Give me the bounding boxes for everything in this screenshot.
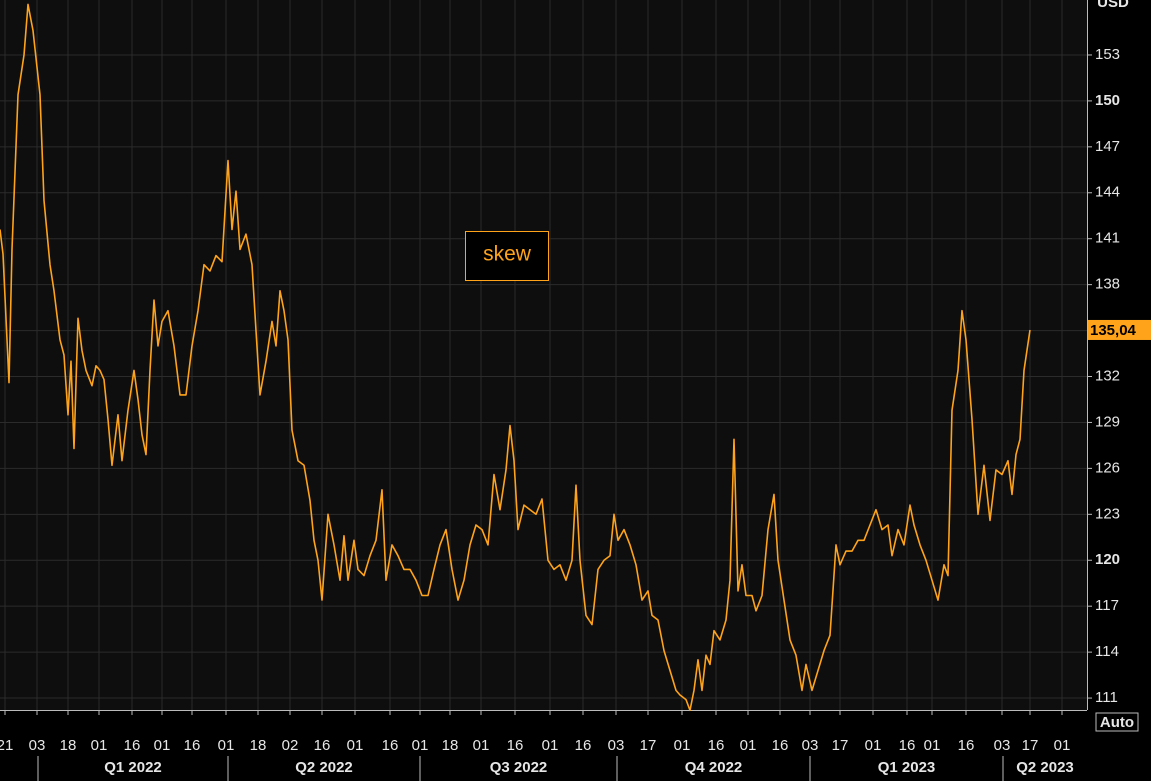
y-tick-label: 141 [1095, 230, 1120, 247]
x-tick-label: 01 [674, 737, 691, 754]
y-tick-label: 153 [1095, 46, 1120, 63]
x-tick-label: 01 [347, 737, 364, 754]
y-tick-label: 126 [1095, 459, 1120, 476]
x-tick-label: 01 [865, 737, 882, 754]
x-tick-label: 01 [218, 737, 235, 754]
scale-button[interactable] [1095, 712, 1139, 732]
x-tick-label: 16 [575, 737, 592, 754]
group-label: Q1 2022 [104, 759, 162, 776]
scale-button-label[interactable]: Auto [1100, 714, 1134, 731]
x-tick-label: 16 [382, 737, 399, 754]
series-line [0, 3, 1031, 712]
x-tick-label: 01 [473, 737, 490, 754]
x-tick-label: 16 [958, 737, 975, 754]
x-tick-label: 03 [994, 737, 1011, 754]
y-tick-label: 114 [1095, 643, 1119, 660]
x-tick-label: 03 [802, 737, 819, 754]
x-tick-label: 01 [924, 737, 941, 754]
y-tick-label: 132 [1095, 367, 1120, 384]
unit-label: USD [1097, 0, 1129, 11]
y-tick-label: 147 [1095, 138, 1120, 155]
group-label: Q2 2023 [1016, 759, 1074, 776]
x-tick-label: 17 [832, 737, 849, 754]
x-tick-label: 03 [608, 737, 625, 754]
x-tick-label: 16 [772, 737, 789, 754]
x-tick-label: 16 [314, 737, 331, 754]
x-tick-label: 17 [640, 737, 657, 754]
group-label: Q1 2023 [878, 759, 936, 776]
y-tick-label: 117 [1095, 597, 1119, 614]
x-tick-label: 01 [740, 737, 757, 754]
x-tick-label: 02 [282, 737, 299, 754]
x-tick-label: 18 [60, 737, 77, 754]
x-tick-label: 01 [542, 737, 559, 754]
legend-label: skew [483, 243, 532, 266]
y-tick-label: 123 [1095, 505, 1120, 522]
y-tick-label: 144 [1095, 184, 1120, 201]
x-tick-label: 01 [1054, 737, 1071, 754]
y-tick-label: 150 [1095, 92, 1120, 109]
x-tick-label: 16 [507, 737, 524, 754]
x-tick-label: 16 [124, 737, 141, 754]
x-tick-label: 17 [1022, 737, 1039, 754]
x-tick-label: 16 [708, 737, 725, 754]
legend-box [465, 231, 549, 281]
plot-area [0, 0, 1087, 710]
x-tick-label: 01 [91, 737, 108, 754]
y-tick-label: 129 [1095, 413, 1120, 430]
x-tick-label: 01 [154, 737, 171, 754]
x-tick-label: 01 [412, 737, 429, 754]
x-tick-label: 16 [899, 737, 916, 754]
x-tick-label: 18 [442, 737, 459, 754]
x-tick-label: 03 [29, 737, 46, 754]
y-tick-label: 111 [1095, 689, 1118, 706]
last-value-label: 135,04 [1090, 322, 1137, 339]
group-label: Q2 2022 [295, 759, 353, 776]
x-tick-label: 16 [184, 737, 201, 754]
y-tick-label: 138 [1095, 276, 1120, 293]
x-tick-label: 18 [250, 737, 267, 754]
group-label: Q3 2022 [490, 759, 548, 776]
x-tick-label: 21 [0, 737, 13, 754]
group-label: Q4 2022 [685, 759, 743, 776]
y-axis-area [1087, 0, 1151, 781]
y-tick-label: 120 [1095, 551, 1120, 568]
last-value-tag [1088, 319, 1151, 340]
